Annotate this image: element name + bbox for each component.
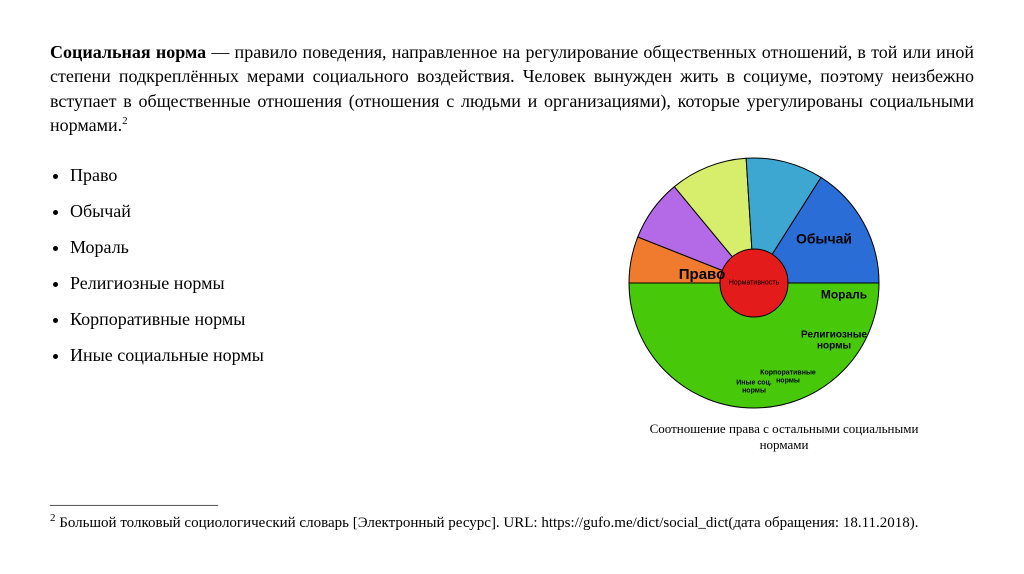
pie-chart: НормативностьПравоИные соц.нормыКорпорат… (624, 153, 884, 413)
norms-list-item: Мораль (70, 229, 584, 265)
footnote-body: Большой толковый социологический словарь… (56, 515, 919, 531)
content-row: ПравоОбычайМоральРелигиозные нормыКорпор… (50, 149, 974, 453)
chart-column: НормативностьПравоИные соц.нормыКорпорат… (624, 149, 974, 453)
norms-list-item: Обычай (70, 193, 584, 229)
footnote-text: 2 Большой толковый социологический слова… (50, 511, 974, 534)
norms-list-item: Корпоративные нормы (70, 301, 584, 337)
definition-paragraph: Социальная норма — правило поведения, на… (50, 40, 974, 137)
footnote-mark: 2 (122, 115, 128, 127)
norms-list-item: Иные социальные нормы (70, 337, 584, 373)
norms-list-item: Право (70, 157, 584, 193)
list-column: ПравоОбычайМоральРелигиозные нормыКорпор… (50, 149, 584, 373)
definition-term: Социальная норма (50, 42, 206, 62)
pie-center-circle (720, 249, 788, 317)
chart-caption: Соотношение права с остальными социальны… (624, 421, 944, 453)
norms-list-item: Религиозные нормы (70, 265, 584, 301)
footnote-separator: ________________________ (50, 493, 974, 509)
norms-list: ПравоОбычайМоральРелигиозные нормыКорпор… (50, 157, 584, 373)
